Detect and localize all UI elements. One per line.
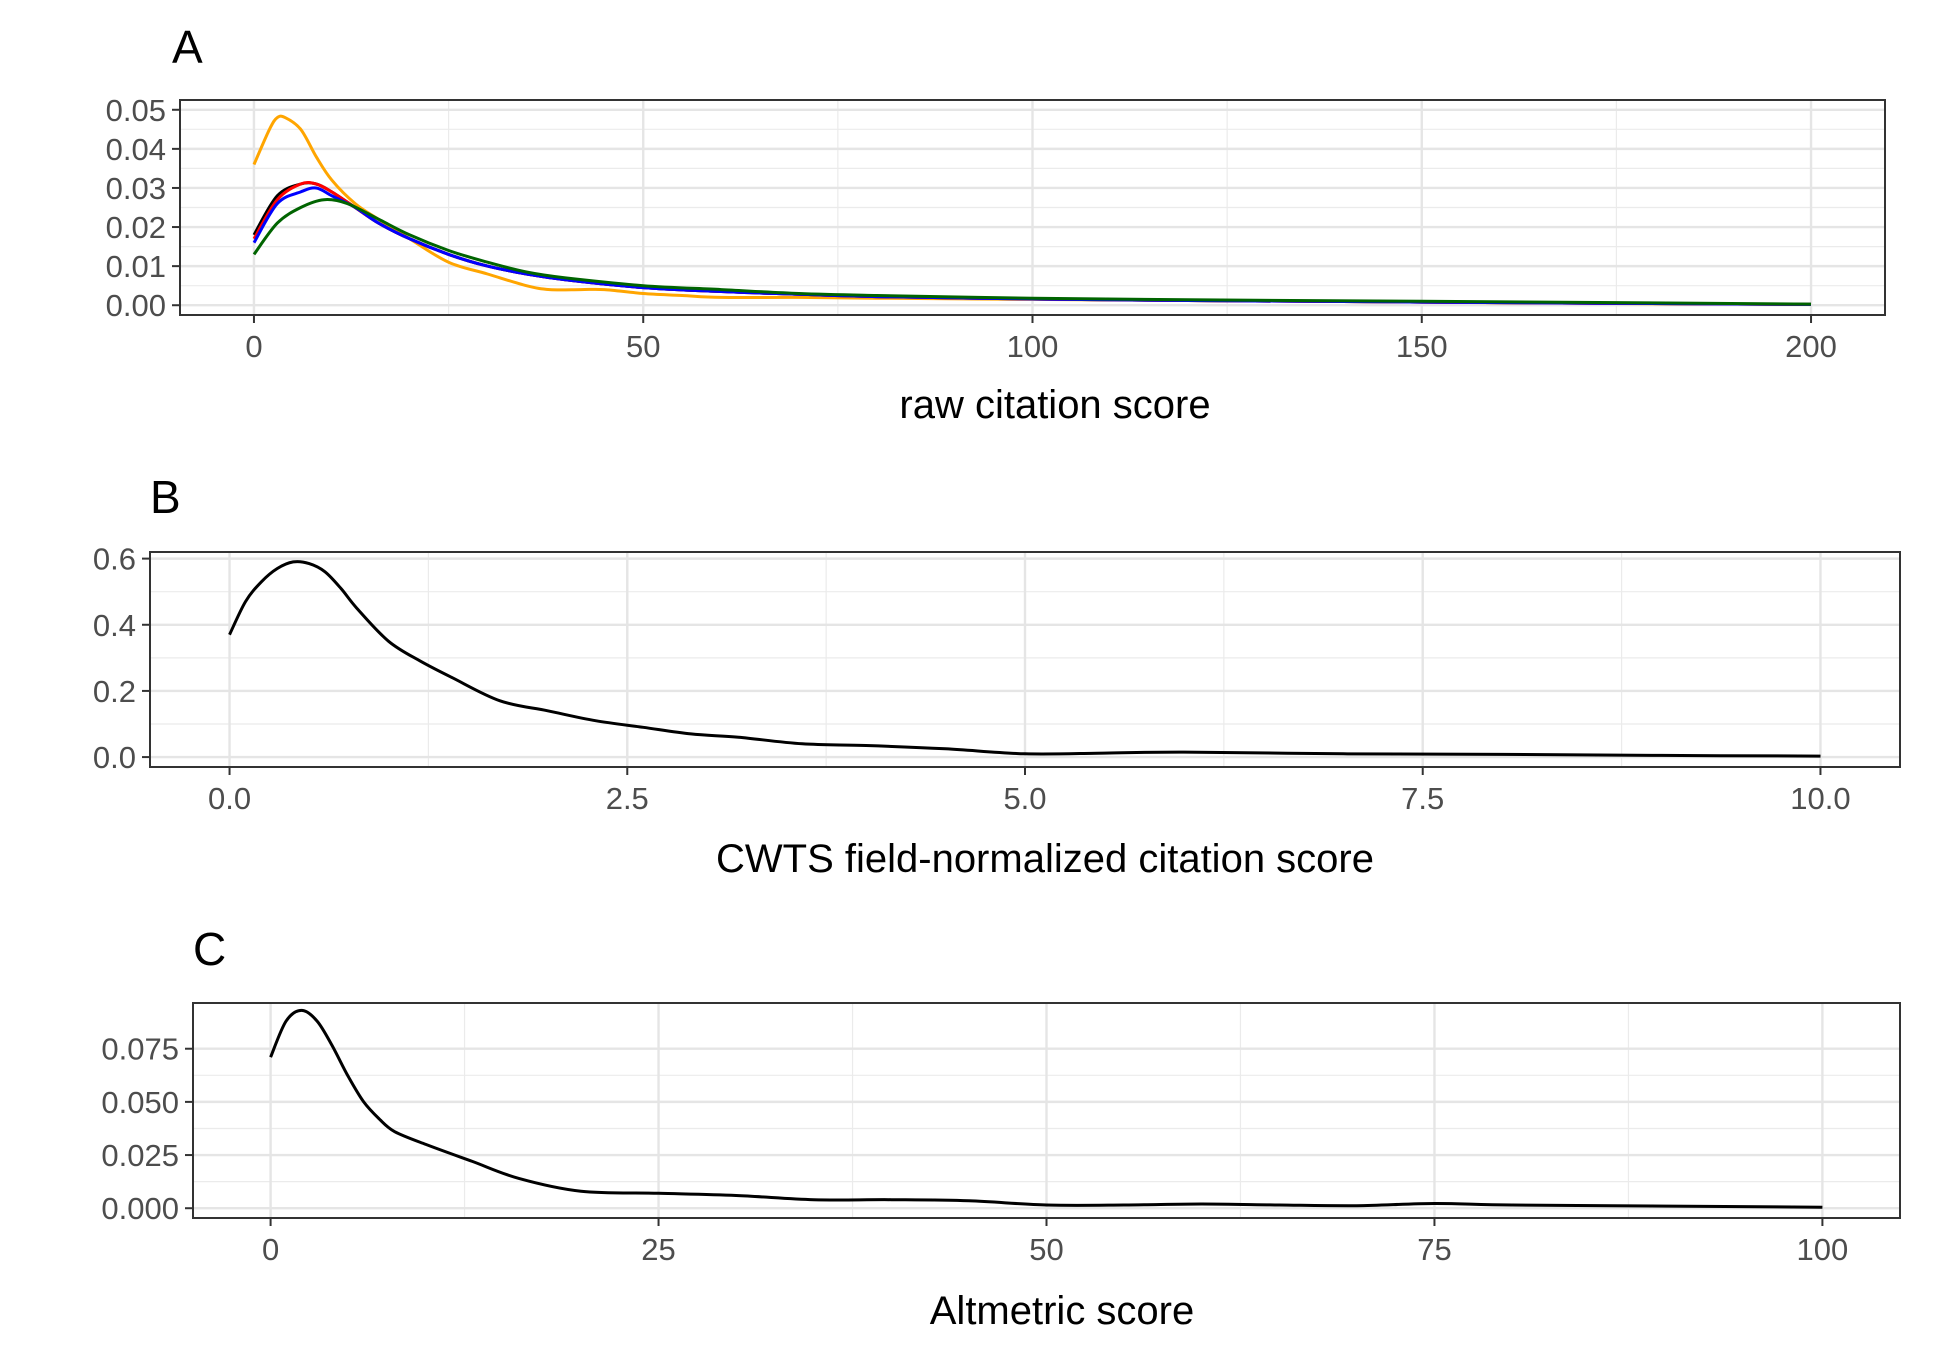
panel-c-x-tick-label: 100 xyxy=(1797,1232,1849,1267)
panel-a-density-curve-5 xyxy=(252,198,1812,306)
panel-b-density-curve-1 xyxy=(228,560,1821,758)
panel-c-x-tick-label: 75 xyxy=(1417,1232,1451,1267)
panel-b-y-tick-label: 0.2 xyxy=(93,674,136,709)
panel-b-y-tick-label: 0.6 xyxy=(93,542,136,577)
panel-b-x-tick-label: 7.5 xyxy=(1401,781,1444,816)
panel-c-density-curve-1 xyxy=(269,1008,1823,1209)
panel-c-x-tick-label: 50 xyxy=(1029,1232,1063,1267)
panel-a-y-tick-label: 0.03 xyxy=(106,171,166,206)
panel-c-x-axis-title: Altmetric score xyxy=(930,1289,1195,1333)
panel-a-x-tick-label: 100 xyxy=(1007,329,1059,364)
panel-b: B 0.0 2.5 5.0 7.5 10.0 0.0 0.2 0.4 0.6 CWTS fiel… xyxy=(93,471,1901,881)
panel-a-x-tick-label: 150 xyxy=(1396,329,1448,364)
panel-b-x-tick-label: 2.5 xyxy=(606,781,649,816)
panel-a-y-tick-label: 0.01 xyxy=(106,249,166,284)
panel-c-curves xyxy=(269,1008,1823,1209)
panel-c-x-tick-label: 25 xyxy=(641,1232,675,1267)
panel-b-y-tick-label: 0.0 xyxy=(93,740,136,775)
panel-a-curves xyxy=(252,114,1812,306)
panel-a-y-tick-label: 0.05 xyxy=(106,93,166,128)
panel-a-letter: A xyxy=(172,21,203,73)
panel-a-y-tick-label: 0.00 xyxy=(106,288,166,323)
panel-c-y-tick-label: 0.000 xyxy=(101,1191,179,1226)
panel-b-y-tick-label: 0.4 xyxy=(93,608,136,643)
panel-a-y-tick-label: 0.02 xyxy=(106,210,166,245)
panel-b-x-tick-label: 0.0 xyxy=(208,781,251,816)
panel-a-grid xyxy=(180,100,1885,315)
panel-b-ticks: 0.0 2.5 5.0 7.5 10.0 0.0 0.2 0.4 0.6 xyxy=(93,542,1851,816)
panel-a-x-tick-label: 0 xyxy=(245,329,262,364)
panel-a: A 0 50 100 150 200 0.00 0.01 0.02 0.03 0.04 0.05 r… xyxy=(106,21,1886,427)
panel-c-y-tick-label: 0.025 xyxy=(101,1138,179,1173)
panel-c-grid xyxy=(193,1003,1900,1218)
panel-a-ticks: 0 50 100 150 200 0.00 0.01 0.02 0.03 0.04 0.05 xyxy=(106,93,1837,364)
panel-c-letter: C xyxy=(193,923,226,975)
panel-b-x-tick-label: 5.0 xyxy=(1003,781,1046,816)
panel-b-curves xyxy=(228,560,1821,758)
panel-a-x-tick-label: 200 xyxy=(1785,329,1837,364)
panel-a-y-tick-label: 0.04 xyxy=(106,132,166,167)
panel-c-y-tick-label: 0.075 xyxy=(101,1032,179,1067)
panel-c-x-tick-label: 0 xyxy=(262,1232,279,1267)
panel-c: C 0 25 50 75 100 0.000 0.025 0.050 0.075 Altmetr… xyxy=(101,923,1901,1333)
panel-b-x-tick-label: 10.0 xyxy=(1790,781,1850,816)
panel-c-y-tick-label: 0.050 xyxy=(101,1085,179,1120)
panel-c-ticks: 0 25 50 75 100 0.000 0.025 0.050 0.075 xyxy=(101,1032,1848,1267)
panel-b-grid xyxy=(150,552,1900,767)
panel-a-x-axis-title: raw citation score xyxy=(899,383,1210,427)
panel-a-x-tick-label: 50 xyxy=(626,329,660,364)
panel-b-x-axis-title: CWTS field-normalized citation score xyxy=(716,837,1374,881)
panel-b-letter: B xyxy=(150,471,181,523)
